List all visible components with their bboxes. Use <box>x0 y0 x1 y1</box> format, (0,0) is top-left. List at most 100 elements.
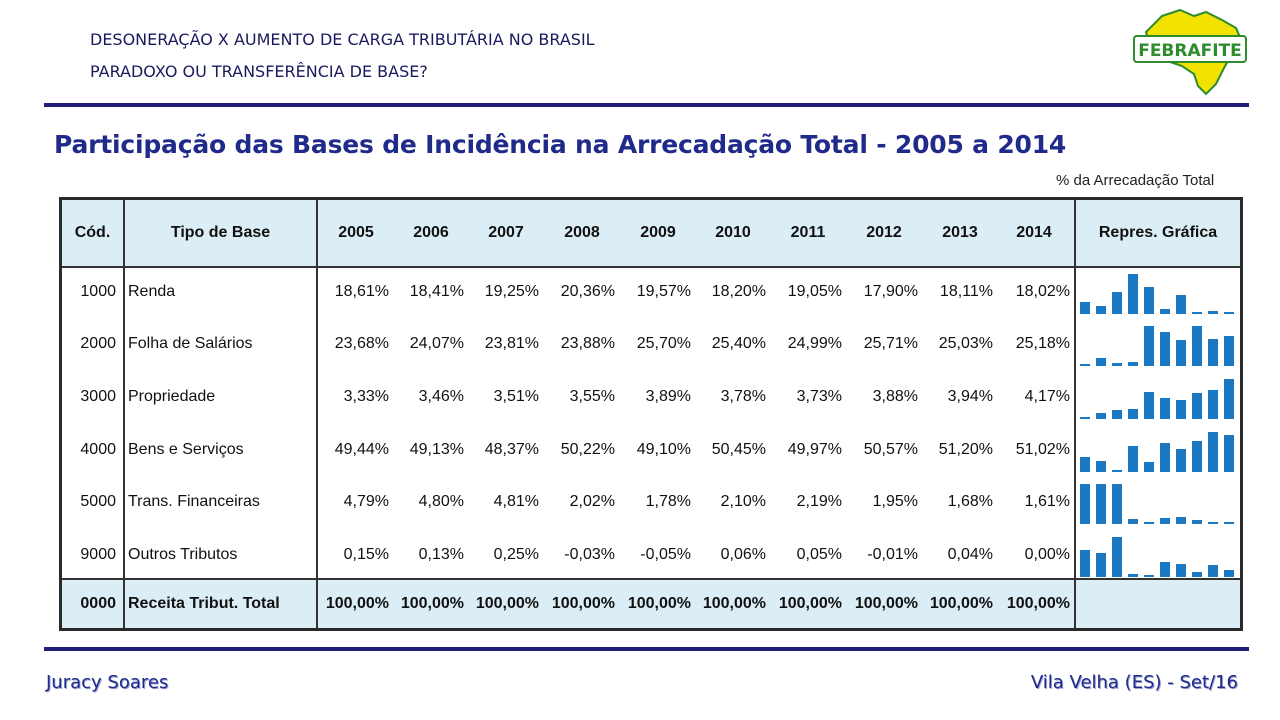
header-code: Cód. <box>74 224 111 241</box>
row-value: 24,99% <box>787 335 842 352</box>
table-total-band <box>62 580 1240 628</box>
spark-bar <box>1096 306 1106 314</box>
row-value: 17,90% <box>863 283 918 300</box>
spark-bar <box>1192 520 1202 524</box>
header-graph: Repres. Gráfica <box>1098 224 1218 241</box>
footer-place-date: Vila Velha (ES) - Set/16 <box>1030 672 1238 693</box>
total-value: 100,00% <box>551 595 615 612</box>
row-value: 23,81% <box>484 335 539 352</box>
row-value: 19,57% <box>636 283 691 300</box>
spark-bar <box>1176 400 1186 419</box>
row-value: 25,70% <box>636 335 691 352</box>
total-value: 100,00% <box>475 595 539 612</box>
total-value: 100,00% <box>1006 595 1070 612</box>
spark-bar <box>1080 550 1090 577</box>
total-code: 0000 <box>80 595 116 612</box>
row-value: 48,37% <box>484 441 539 458</box>
spark-bar <box>1160 562 1170 577</box>
spark-bar <box>1192 572 1202 577</box>
spark-bar <box>1144 522 1154 524</box>
header-year: 2014 <box>1016 224 1052 241</box>
header-divider <box>62 266 1240 268</box>
spark-bar <box>1224 379 1234 419</box>
spark-bar <box>1096 553 1106 577</box>
header-year: 2008 <box>564 224 600 241</box>
row-type: Bens e Serviços <box>128 441 244 458</box>
spark-bar <box>1080 364 1090 366</box>
spark-bar <box>1160 309 1170 314</box>
row-code: 2000 <box>80 335 116 352</box>
row-type: Renda <box>128 283 176 300</box>
total-value: 100,00% <box>325 595 389 612</box>
footer-author: Juracy Soares <box>46 672 169 693</box>
row-code: 4000 <box>80 441 116 458</box>
row-value: 25,03% <box>938 335 993 352</box>
header-type: Tipo de Base <box>170 224 271 241</box>
row-value: 2,02% <box>569 493 615 510</box>
row-value: 18,61% <box>334 283 389 300</box>
spark-bar <box>1096 413 1106 419</box>
row-value: 20,36% <box>560 283 615 300</box>
spark-bar <box>1144 326 1154 366</box>
row-value: 1,61% <box>1024 493 1070 510</box>
spark-bar <box>1112 470 1122 472</box>
spark-bar <box>1224 435 1234 472</box>
row-value: 3,78% <box>720 388 766 405</box>
footer-rule <box>44 647 1249 651</box>
header-line-2: PARADOXO OU TRANSFERÊNCIA DE BASE? <box>90 62 428 81</box>
row-value: 4,17% <box>1024 388 1070 405</box>
total-type: Receita Tribut. Total <box>128 595 280 612</box>
total-value: 100,00% <box>929 595 993 612</box>
header-rule <box>44 103 1249 107</box>
total-value: 100,00% <box>400 595 464 612</box>
total-value: 100,00% <box>627 595 691 612</box>
spark-bar <box>1192 441 1202 472</box>
header-year: 2006 <box>413 224 449 241</box>
row-value: 3,88% <box>872 388 918 405</box>
logo-text: FEBRAFITE <box>1138 41 1242 61</box>
row-value: 3,55% <box>569 388 615 405</box>
row-value: 3,33% <box>343 388 389 405</box>
row-code: 3000 <box>80 388 116 405</box>
spark-bar <box>1128 362 1138 366</box>
row-value: 0,05% <box>796 546 842 563</box>
row-value: 0,13% <box>418 546 464 563</box>
row-value: 0,00% <box>1024 546 1070 563</box>
header-year: 2012 <box>866 224 902 241</box>
row-value: 3,51% <box>493 388 539 405</box>
spark-bar <box>1112 537 1122 577</box>
spark-bar <box>1112 410 1122 419</box>
spark-bar <box>1128 409 1138 419</box>
row-value: 23,68% <box>334 335 389 352</box>
row-value: 2,10% <box>720 493 766 510</box>
febrafite-logo: FEBRAFITE <box>1133 8 1247 96</box>
row-value: -0,03% <box>564 546 615 563</box>
row-type: Trans. Financeiras <box>128 493 260 510</box>
total-value: 100,00% <box>702 595 766 612</box>
row-value: 3,89% <box>645 388 691 405</box>
row-value: 1,95% <box>872 493 918 510</box>
spark-bar <box>1112 484 1122 524</box>
spark-bar <box>1208 565 1218 577</box>
row-value: 4,81% <box>493 493 539 510</box>
row-value: 18,11% <box>939 283 993 300</box>
header-line-1: DESONERAÇÃO X AUMENTO DE CARGA TRIBUTÁRI… <box>90 30 595 49</box>
spark-bar <box>1096 484 1106 524</box>
row-value: 18,02% <box>1015 283 1070 300</box>
column-divider <box>1074 200 1076 628</box>
spark-bar <box>1192 312 1202 314</box>
row-value: 3,46% <box>418 388 464 405</box>
row-value: -0,05% <box>640 546 691 563</box>
header-year: 2009 <box>640 224 676 241</box>
spark-bar <box>1144 575 1154 577</box>
spark-bar <box>1112 363 1122 366</box>
row-value: 25,40% <box>711 335 766 352</box>
spark-bar <box>1144 287 1154 314</box>
spark-bar <box>1128 519 1138 524</box>
row-value: 51,20% <box>938 441 993 458</box>
spark-bar <box>1144 392 1154 419</box>
row-value: 19,25% <box>484 283 539 300</box>
row-value: 25,71% <box>863 335 918 352</box>
spark-bar <box>1208 390 1218 419</box>
spark-bar <box>1160 332 1170 366</box>
